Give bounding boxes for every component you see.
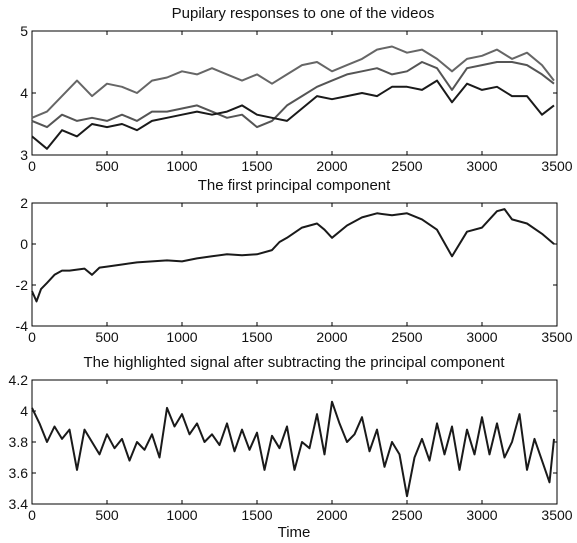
x-axis-label: Time <box>278 524 311 541</box>
series-line-2 <box>31 61 555 129</box>
panel-2-frame <box>31 202 558 327</box>
panel-3-ticks: 0 500 1000 1500 2000 2500 3000 3500 3.4 3.6 3.8 4 4.… <box>9 372 573 523</box>
x-tick-label: 1000 <box>166 158 197 174</box>
y-tick-label: 3.6 <box>9 465 29 481</box>
panel-3-lines <box>31 400 555 498</box>
x-tick-label: 1500 <box>241 158 272 174</box>
panel-1-frame <box>31 30 558 156</box>
x-tick-label: 2500 <box>391 507 422 523</box>
y-tick-label: 4.2 <box>9 372 29 388</box>
x-tick-label: 0 <box>28 158 36 174</box>
panel-1-title: Pupilary responses to one of the videos <box>172 5 435 22</box>
x-tick-label: 3500 <box>541 507 572 523</box>
panel-2: The first principal component 0 500 1000 15… <box>16 177 573 345</box>
x-tick-label: 1000 <box>166 329 197 345</box>
panel-2-ticks: 0 500 1000 1500 2000 2500 3000 3500 -4 -2 0 2 <box>16 195 573 345</box>
panel-1: Pupilary responses to one of the videos … <box>20 5 573 174</box>
y-tick-label: 4 <box>20 403 28 419</box>
x-tick-label: 3000 <box>466 507 497 523</box>
y-tick-label: 3.8 <box>9 434 29 450</box>
series-line-1 <box>31 208 555 303</box>
series-line-3 <box>31 79 555 150</box>
panel-3-title: The highlighted signal after subtracting… <box>83 354 505 371</box>
x-tick-label: 3500 <box>541 158 572 174</box>
x-tick-label: 500 <box>95 158 119 174</box>
x-tick-label: 2000 <box>316 329 347 345</box>
panel-1-ticks: 0 500 1000 1500 2000 2500 3000 3500 3 4 5 <box>20 23 573 174</box>
x-tick-label: 500 <box>95 329 119 345</box>
x-tick-label: 1500 <box>241 507 272 523</box>
x-tick-label: 1500 <box>241 329 272 345</box>
x-tick-label: 2000 <box>316 507 347 523</box>
y-tick-label: -2 <box>16 277 29 293</box>
x-tick-label: 1000 <box>166 507 197 523</box>
x-tick-label: 0 <box>28 329 36 345</box>
series-line-1 <box>31 45 555 119</box>
y-tick-label: 3 <box>20 147 28 163</box>
y-tick-label: 5 <box>20 23 28 39</box>
panel-2-lines <box>31 208 555 303</box>
y-tick-label: 2 <box>20 195 28 211</box>
y-tick-label: 4 <box>20 85 28 101</box>
panel-3: The highlighted signal after subtracting… <box>9 354 573 541</box>
x-tick-label: 500 <box>95 507 119 523</box>
y-tick-label: 3.4 <box>9 496 29 512</box>
y-tick-label: 0 <box>20 236 28 252</box>
x-tick-label: 2500 <box>391 158 422 174</box>
x-tick-label: 0 <box>28 507 36 523</box>
x-tick-label: 2000 <box>316 158 347 174</box>
panel-2-title: The first principal component <box>198 177 391 194</box>
x-tick-label: 3500 <box>541 329 572 345</box>
panel-1-lines <box>31 45 555 150</box>
x-tick-label: 2500 <box>391 329 422 345</box>
x-tick-label: 3000 <box>466 158 497 174</box>
y-tick-label: -4 <box>16 318 29 334</box>
series-line-1 <box>31 400 555 498</box>
x-tick-label: 3000 <box>466 329 497 345</box>
